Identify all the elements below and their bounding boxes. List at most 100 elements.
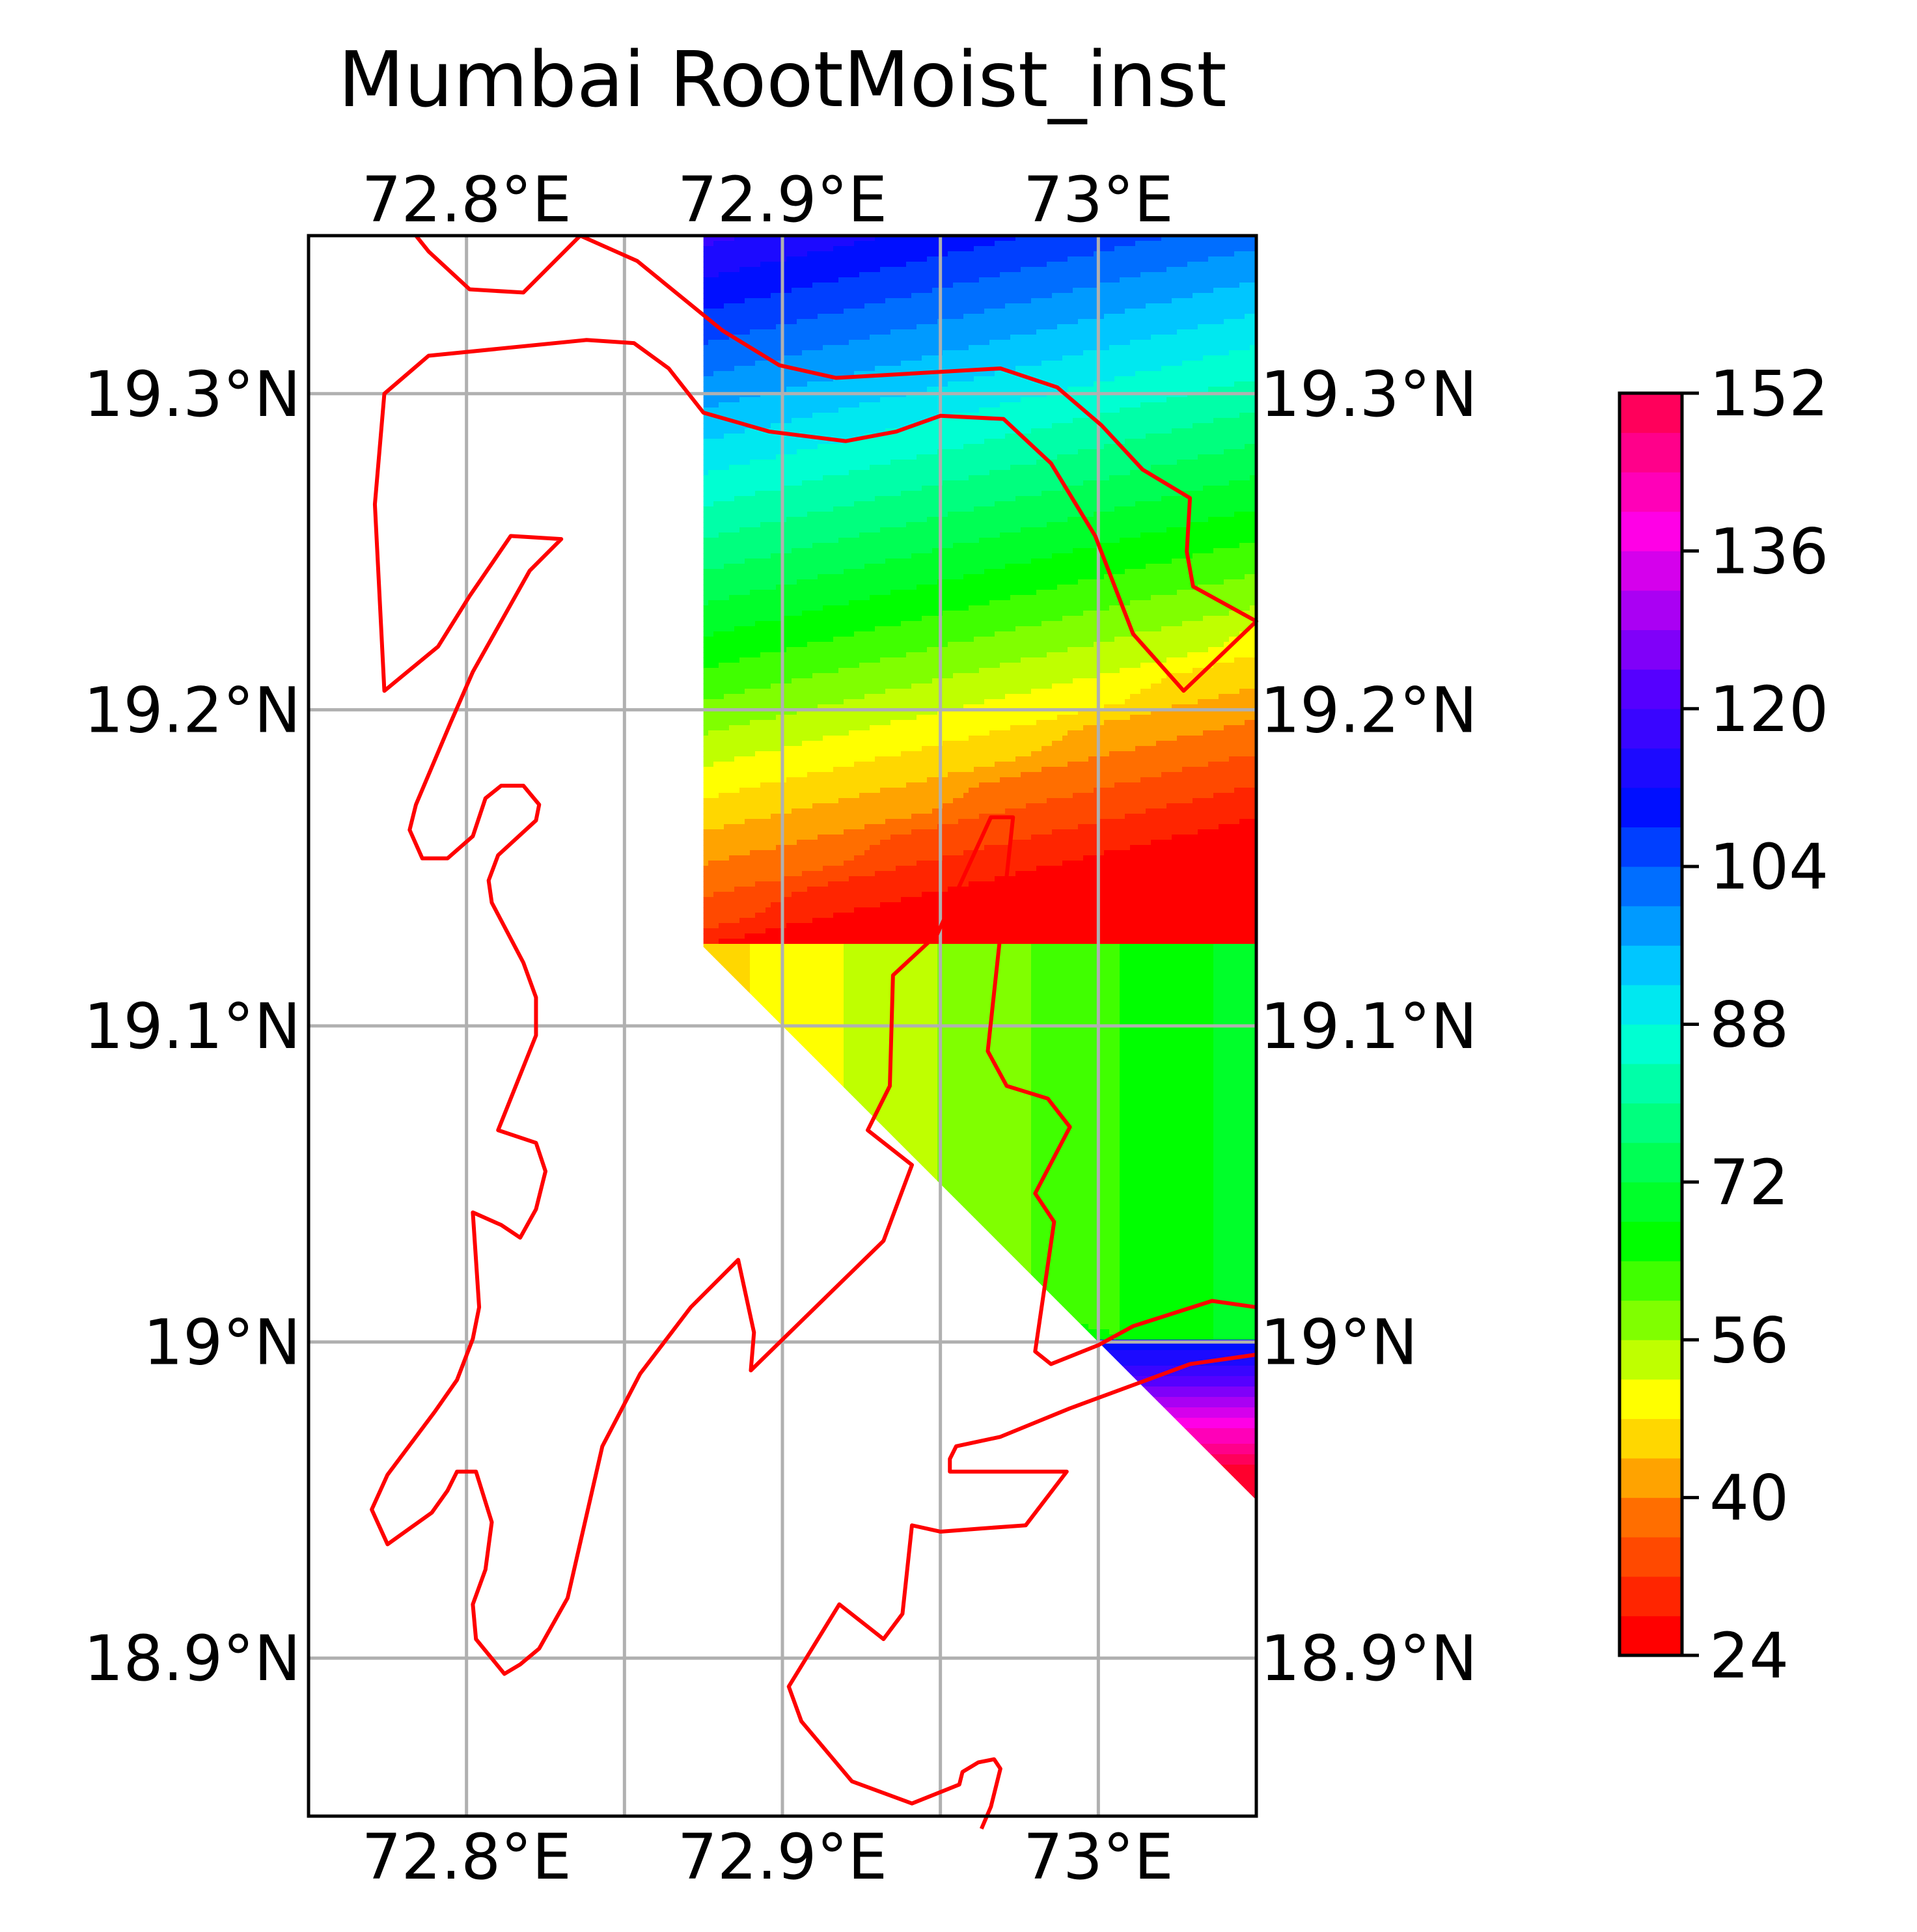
field-cell [953,272,959,278]
field-cell [818,283,823,288]
field-cell [1005,361,1011,366]
field-cell [885,355,891,361]
field-cell [906,335,912,340]
field-cell [1068,267,1073,273]
field-cell [776,329,782,335]
field-cell [760,324,766,330]
field-cell [979,298,985,304]
field-cell [1068,345,1073,351]
field-cell [1239,251,1245,257]
field-cell [901,366,907,372]
field-cell [1104,272,1110,278]
field-cell [1057,324,1063,330]
field-cell [943,293,948,299]
field-cell [1193,277,1198,283]
field-cell [1031,340,1037,346]
field-cell [974,329,980,335]
field-cell [1078,376,1084,382]
field-cell [1083,241,1089,247]
field-cell [1114,366,1120,372]
field-cell [724,246,730,252]
field-cell [1219,345,1224,351]
field-cell [1208,246,1214,252]
field-cell [864,241,870,247]
field-cell [1187,288,1193,294]
field-cell [1000,288,1006,294]
field-cell [1109,267,1115,273]
field-cell [989,303,995,309]
field-cell [958,251,964,257]
field-cell [1057,277,1063,283]
field-cell [1161,256,1167,262]
field-cell [812,277,818,283]
field-cell [1047,298,1053,304]
field-cell [1250,241,1256,247]
field-cell [979,345,985,351]
field-cell [807,350,813,356]
field-cell [833,381,839,387]
field-cell [755,262,761,268]
field-cell [713,309,719,314]
field-cell [812,376,818,382]
field-cell [1036,340,1042,346]
field-cell [1198,283,1204,288]
field-cell [818,324,823,330]
field-cell [917,272,922,278]
field-cell [1031,298,1037,304]
field-cell [958,246,964,252]
field-cell [755,241,761,247]
field-cell [1057,345,1063,351]
field-cell [1219,361,1224,366]
field-cell [760,340,766,346]
field-cell [885,303,891,309]
field-cell [1166,376,1172,382]
field-cell [1187,314,1193,320]
field-cell [755,267,761,273]
field-cell [812,309,818,314]
field-cell [1234,288,1240,294]
field-cell [1088,298,1094,304]
field-cell [1073,277,1079,283]
field-cell [880,272,886,278]
field-cell [1130,319,1136,325]
field-cell [1068,262,1073,268]
field-cell [1245,293,1250,299]
field-cell [1182,298,1188,304]
field-cell [917,376,922,382]
field-cell [1172,376,1178,382]
field-cell [995,329,1000,335]
field-cell [807,277,813,283]
field-cell [1182,293,1188,299]
field-cell [1021,262,1027,268]
field-cell [1047,340,1053,346]
field-cell [1068,329,1073,335]
field-cell [776,293,782,299]
field-cell [1224,329,1230,335]
field-cell [1062,283,1068,288]
field-cell [864,314,870,320]
field-cell [755,272,761,278]
field-cell [1114,251,1120,257]
field-cell [896,267,902,273]
field-cell [969,241,974,247]
field-cell [818,272,823,278]
field-cell [844,335,849,340]
field-cell [1052,329,1058,335]
field-cell [1120,251,1125,257]
field-cell [1015,361,1021,366]
field-cell [1109,355,1115,361]
field-cell [729,256,735,262]
field-cell [797,246,803,252]
field-cell [844,324,849,330]
field-cell [750,314,756,320]
field-cell [1088,324,1094,330]
field-cell [1088,262,1094,268]
field-cell [1125,340,1131,346]
field-cell [786,277,792,283]
field-cell [859,277,865,283]
field-cell [958,355,964,361]
field-cell [838,262,844,268]
field-cell [1120,329,1125,335]
field-cell [963,303,969,309]
field-cell [807,314,813,320]
